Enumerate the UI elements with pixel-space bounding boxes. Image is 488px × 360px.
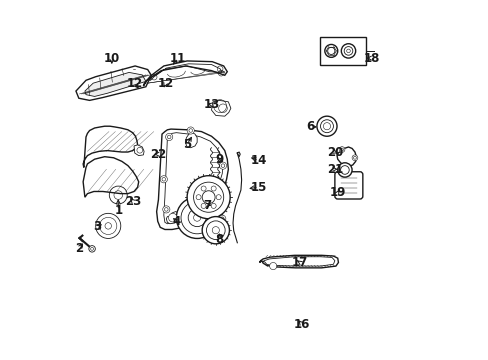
Text: 7: 7: [203, 199, 210, 212]
Polygon shape: [83, 126, 137, 167]
Text: 23: 23: [125, 195, 141, 208]
Polygon shape: [85, 72, 145, 96]
Text: 2: 2: [75, 242, 83, 255]
FancyBboxPatch shape: [334, 172, 362, 199]
Text: 4: 4: [172, 215, 180, 228]
Circle shape: [219, 162, 226, 169]
Text: 15: 15: [250, 181, 266, 194]
Polygon shape: [259, 255, 338, 268]
Polygon shape: [211, 100, 230, 116]
Circle shape: [187, 176, 230, 219]
Text: 6: 6: [306, 121, 314, 134]
Circle shape: [187, 127, 194, 134]
Circle shape: [96, 213, 121, 238]
Circle shape: [89, 246, 95, 252]
Polygon shape: [83, 157, 139, 197]
Polygon shape: [166, 212, 179, 224]
Text: 13: 13: [203, 98, 220, 111]
Circle shape: [351, 155, 357, 161]
Polygon shape: [143, 61, 227, 86]
Text: 14: 14: [250, 154, 266, 167]
Circle shape: [165, 134, 172, 140]
Circle shape: [168, 213, 177, 222]
Text: 11: 11: [170, 51, 186, 64]
Polygon shape: [134, 145, 144, 156]
Circle shape: [316, 116, 336, 136]
Text: 12: 12: [127, 77, 143, 90]
Text: 21: 21: [326, 163, 342, 176]
Circle shape: [339, 147, 344, 152]
Text: 1: 1: [114, 204, 122, 217]
Circle shape: [198, 221, 204, 228]
Text: 19: 19: [329, 186, 345, 199]
Text: 17: 17: [291, 256, 307, 269]
Text: 16: 16: [293, 318, 309, 331]
Circle shape: [160, 176, 167, 183]
Circle shape: [218, 215, 225, 222]
Polygon shape: [76, 66, 151, 100]
Circle shape: [163, 206, 169, 213]
Text: 12: 12: [157, 77, 173, 90]
Text: 9: 9: [215, 153, 223, 166]
Text: 10: 10: [103, 51, 120, 64]
Text: 18: 18: [363, 51, 379, 64]
Polygon shape: [336, 147, 356, 166]
Bar: [319, 37, 366, 65]
Circle shape: [337, 163, 351, 177]
Circle shape: [202, 217, 229, 244]
Polygon shape: [185, 133, 197, 148]
Circle shape: [222, 190, 229, 197]
Text: 20: 20: [326, 145, 342, 158]
Polygon shape: [156, 129, 228, 229]
Circle shape: [269, 262, 276, 270]
Text: 8: 8: [215, 233, 223, 246]
Text: 3: 3: [93, 220, 102, 233]
Text: 22: 22: [150, 148, 166, 161]
Circle shape: [176, 197, 218, 238]
Text: 5: 5: [183, 138, 191, 150]
